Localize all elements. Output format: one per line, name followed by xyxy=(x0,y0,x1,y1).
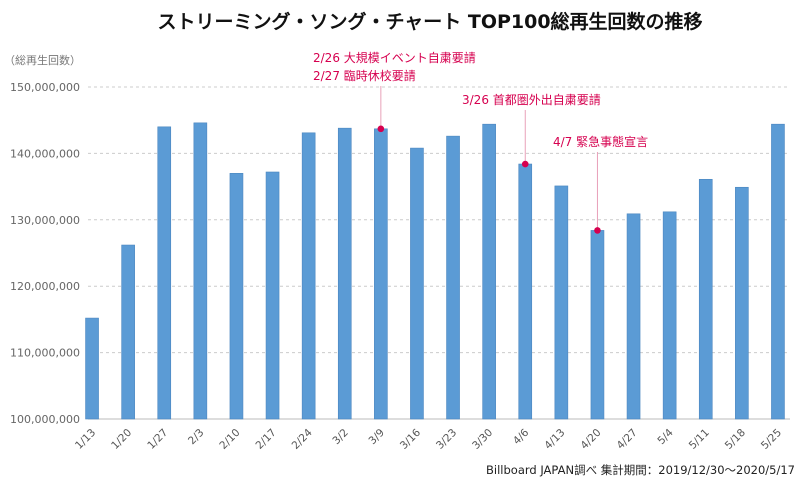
x-tick-label: 2/10 xyxy=(217,427,242,452)
bar-4/20 xyxy=(590,230,605,420)
annotation-text: 2/27 臨時休校要請 xyxy=(313,68,416,83)
x-tick-label: 3/30 xyxy=(470,427,495,452)
bar-5/25 xyxy=(771,123,785,420)
x-tick-label: 4/20 xyxy=(578,427,603,452)
x-tick-label: 4/27 xyxy=(615,427,640,452)
annotation-text: 4/7 緊急事態宣言 xyxy=(553,134,648,149)
annotation-text: 2/26 大規模イベント自粛要請 xyxy=(313,50,476,65)
bar-3/9 xyxy=(374,128,388,420)
chart-title: ストリーミング・ソング・チャート TOP100総再生回数の推移 xyxy=(157,10,702,33)
y-tick-label: 150,000,000 xyxy=(10,81,80,94)
bar-5/11 xyxy=(698,178,713,420)
x-tick-label: 1/27 xyxy=(145,427,170,452)
bar-5/18 xyxy=(735,186,749,420)
bar-2/17 xyxy=(265,171,280,420)
bar-1/27 xyxy=(157,126,172,420)
x-tick-label: 2/24 xyxy=(290,426,315,451)
x-tick-label: 5/25 xyxy=(759,427,784,452)
annotation-marker xyxy=(594,227,601,234)
annotation-marker xyxy=(377,125,385,133)
x-tick-label: 1/13 xyxy=(73,427,98,452)
source-note: Billboard JAPAN調べ 集計期間：2019/12/30〜2020/5… xyxy=(486,463,795,477)
y-tick-label: 100,000,000 xyxy=(10,413,80,426)
annotation-text: 3/26 首都圏外出自粛要請 xyxy=(462,93,601,107)
bar-2/24 xyxy=(301,132,316,420)
x-tick-label: 1/20 xyxy=(109,427,134,452)
annotation-marker xyxy=(521,160,529,168)
x-tick-label: 5/4 xyxy=(655,426,676,447)
x-tick-label: 5/11 xyxy=(687,427,712,452)
y-axis-label: （総再生回数） xyxy=(4,53,81,67)
bar-5/4 xyxy=(662,211,677,420)
bar-4/13 xyxy=(554,185,569,420)
x-tick-label: 5/18 xyxy=(723,427,748,452)
y-tick-label: 140,000,000 xyxy=(10,147,80,160)
x-tick-label: 2/17 xyxy=(254,427,279,452)
x-tick-label: 3/16 xyxy=(398,426,423,451)
x-tick-label: 2/3 xyxy=(186,427,206,447)
bar-2/3 xyxy=(193,122,208,420)
y-tick-label: 120,000,000 xyxy=(10,280,80,293)
bar-3/23 xyxy=(446,135,460,420)
x-tick-label: 3/2 xyxy=(330,427,350,447)
x-tick-label: 4/13 xyxy=(542,427,567,452)
y-tick-label: 110,000,000 xyxy=(10,347,80,360)
x-tick-label: 4/6 xyxy=(511,426,532,447)
bar-3/2 xyxy=(337,127,352,420)
bar-2/10 xyxy=(229,173,244,420)
bar-4/6 xyxy=(518,163,533,420)
y-tick-label: 130,000,000 xyxy=(10,214,80,227)
bar-3/30 xyxy=(482,123,496,420)
bar-1/20 xyxy=(121,244,135,420)
bar-3/16 xyxy=(410,147,424,420)
bar-1/13 xyxy=(85,317,99,420)
x-tick-label: 3/9 xyxy=(367,427,387,447)
bar-4/27 xyxy=(626,213,641,420)
x-tick-label: 3/23 xyxy=(434,427,459,452)
